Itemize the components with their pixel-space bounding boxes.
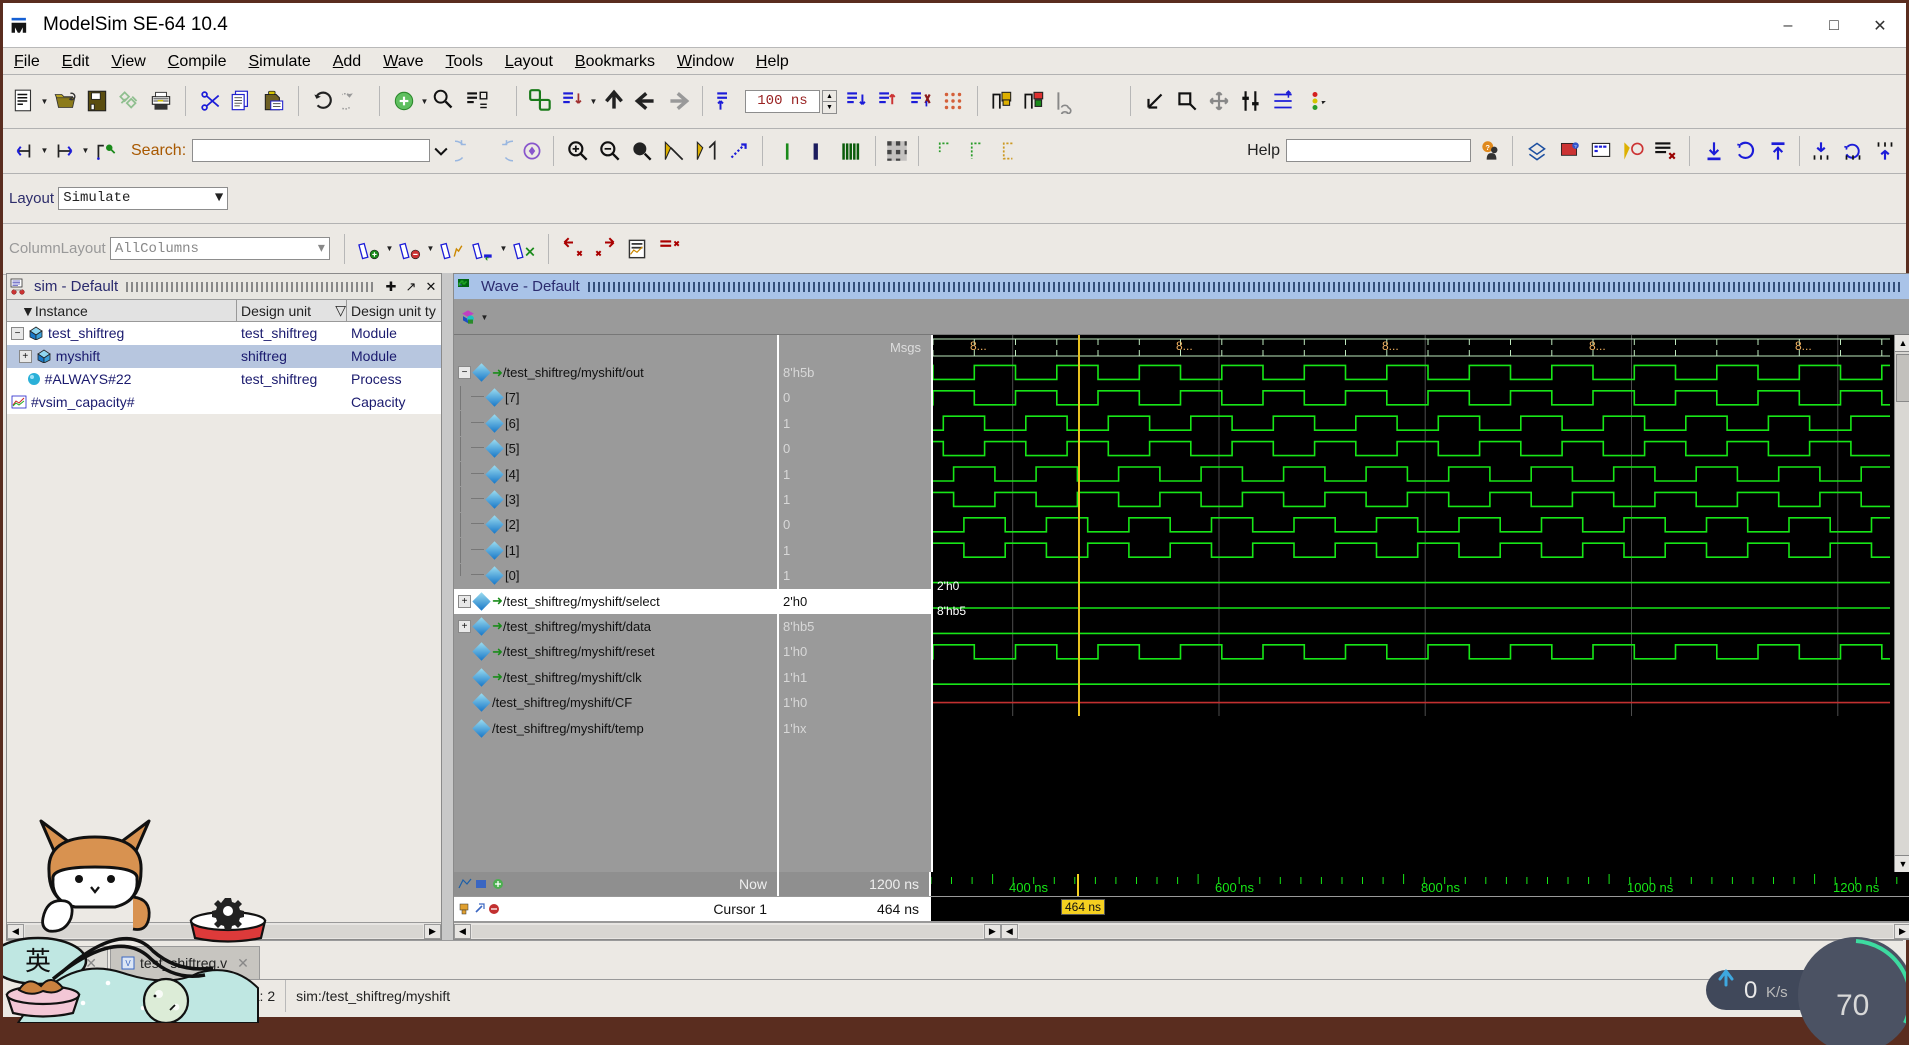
svg-text:600 ns: 600 ns — [1215, 880, 1255, 895]
svg-text:8...: 8... — [1589, 339, 1606, 353]
svg-text:8...: 8... — [1176, 339, 1193, 353]
svg-text:8'hb5: 8'hb5 — [937, 604, 966, 618]
svg-text:V: V — [125, 959, 131, 968]
svg-text:2'h0: 2'h0 — [937, 579, 960, 593]
svg-text:1000 ns: 1000 ns — [1627, 880, 1674, 895]
svg-text:8...: 8... — [1795, 339, 1812, 353]
svg-text:8...: 8... — [970, 339, 987, 353]
svg-text:800 ns: 800 ns — [1421, 880, 1461, 895]
svg-text:8...: 8... — [1382, 339, 1399, 353]
svg-text:1200 ns: 1200 ns — [1833, 880, 1880, 895]
svg-text:?: ? — [1485, 142, 1490, 151]
svg-text:400 ns: 400 ns — [1009, 880, 1049, 895]
